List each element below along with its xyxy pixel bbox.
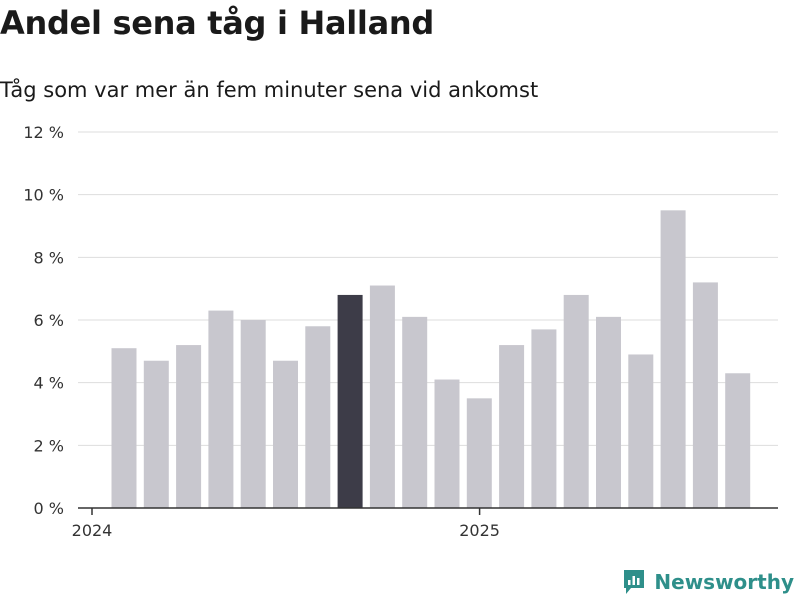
bar xyxy=(596,316,621,508)
bar xyxy=(208,310,234,508)
chart-subtitle: Tåg som var mer än fem minuter sena vid … xyxy=(0,78,539,102)
bar xyxy=(531,329,557,508)
y-tick-label: 4 % xyxy=(34,374,64,393)
bar xyxy=(499,345,525,508)
y-tick-label: 0 % xyxy=(34,499,64,518)
bar xyxy=(466,398,492,508)
newsworthy-logo-icon xyxy=(624,570,645,594)
x-tick-label: 2025 xyxy=(459,521,500,540)
bar xyxy=(369,285,395,508)
bar xyxy=(628,354,654,508)
y-tick-label: 6 % xyxy=(34,311,64,330)
bar xyxy=(434,379,460,508)
bar xyxy=(143,360,169,508)
bar xyxy=(660,210,686,509)
bar xyxy=(563,294,589,508)
bar xyxy=(725,373,751,508)
bar xyxy=(337,294,363,508)
y-tick-label: 2 % xyxy=(34,436,64,455)
y-tick-label: 8 % xyxy=(34,248,64,267)
bar xyxy=(692,282,718,508)
bar xyxy=(305,326,331,508)
bar xyxy=(273,360,298,508)
bar xyxy=(402,316,428,508)
brand-logo: Newsworthy xyxy=(622,568,794,596)
y-tick-label: 12 % xyxy=(23,123,64,142)
bar xyxy=(240,320,266,508)
x-tick-label: 2024 xyxy=(72,521,113,540)
bar xyxy=(176,345,202,508)
y-tick-label: 10 % xyxy=(23,186,64,205)
chart-title: Andel sena tåg i Halland xyxy=(0,4,434,42)
brand-name: Newsworthy xyxy=(654,570,794,594)
bar xyxy=(111,348,137,508)
